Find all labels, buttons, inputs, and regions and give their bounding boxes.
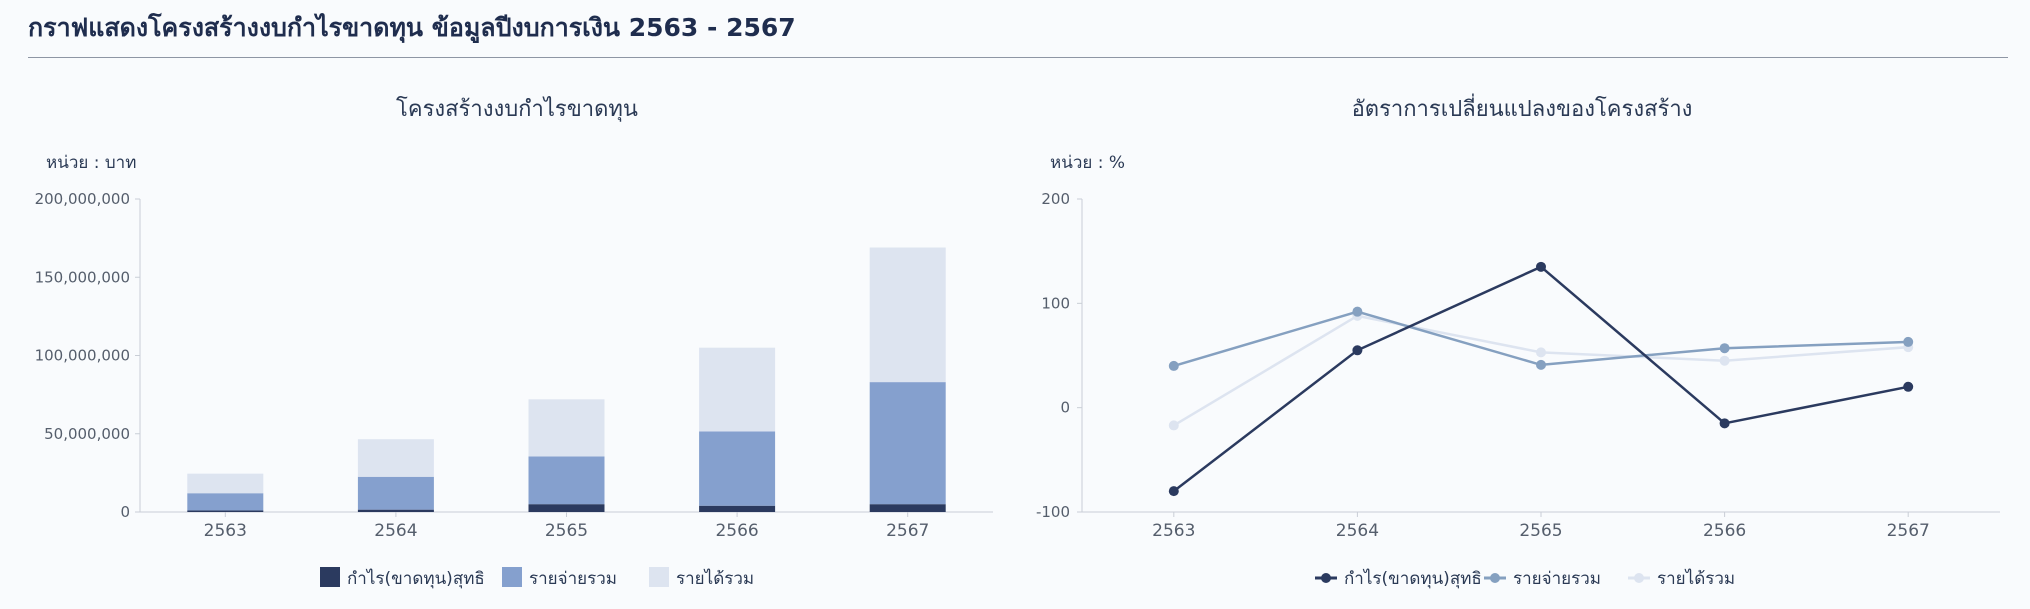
line-y-tick-label: -100 [1036,503,1070,521]
bar-legend-label: กำไร(ขาดทุน)สุทธิ [347,568,485,589]
line-point [1536,261,1546,272]
bar-y-tick-label: 200,000,000 [35,190,130,208]
line-point [1352,310,1363,321]
bar-legend-label: รายจ่ายรวม [529,569,617,589]
line-x-tick-label: 2563 [1152,521,1195,541]
line-x-tick-label: 2566 [1703,521,1746,541]
line-series [1173,310,1909,368]
line-point [1719,355,1730,366]
line-series [1173,314,1909,427]
line-x-tick-label: 2567 [1887,521,1930,541]
bar-segment [869,504,946,512]
bar-x-tick-label: 2563 [204,521,247,541]
bar-legend-swatch [320,567,340,587]
bar-y-tick-label: 150,000,000 [35,268,130,286]
bar-segment [357,476,434,510]
line-chart-unit-label: หน่วย : % [1050,153,1125,173]
line-point [1536,347,1546,358]
bar-segment [699,347,776,432]
line-legend-label: รายจ่ายรวม [1513,569,1601,589]
bar-y-tick-label: 100,000,000 [35,347,130,365]
bar-segment [187,493,264,511]
line-point [1168,360,1179,371]
line-chart-title: อัตราการเปลี่ยนแปลงของโครงสร้าง [1352,93,1693,122]
bar-segment [357,439,434,477]
line-legend-label: รายได้รวม [1657,568,1735,589]
bar-legend-swatch [502,567,522,587]
bar-chart-title: โครงสร้างงบกำไรขาดทุน [396,96,638,122]
bar-segment [528,504,605,512]
bar-segment [357,509,434,512]
line-point [1903,336,1914,347]
line-y-tick-label: 0 [1060,399,1070,417]
bar-x-tick-label: 2566 [715,521,758,541]
line-series [1173,265,1909,493]
line-legend-label: กำไร(ขาดทุน)สุทธิ [1344,568,1482,589]
bar-segment [187,510,264,512]
line-y-tick-label: 100 [1041,294,1070,312]
line-point [1168,420,1179,431]
bar-legend-label: รายได้รวม [676,568,754,589]
bar-chart-unit-label: หน่วย : บาท [46,153,136,173]
bar-y-tick-label: 0 [120,503,130,521]
line-point [1903,381,1914,392]
line-point [1903,342,1914,353]
line-x-tick-label: 2564 [1336,521,1379,541]
bar-segment [869,247,946,383]
line-point [1352,306,1363,317]
bar-segment [528,456,605,505]
line-point [1719,418,1730,429]
line-y-tick-label: 200 [1041,190,1070,208]
line-point [1168,486,1179,497]
line-legend-swatch-dot [1634,573,1644,583]
line-point [1352,345,1363,356]
bar-x-tick-label: 2567 [886,521,929,541]
title-divider [28,57,2008,58]
line-legend-swatch-dot [1321,573,1331,583]
bar-segment [699,505,776,512]
line-x-tick-label: 2565 [1519,521,1562,541]
line-legend-swatch-dot [1490,573,1500,583]
page-title: กราฟแสดงโครงสร้างงบกำไรขาดทุน ข้อมูลปีงบ… [28,13,796,42]
bar-chart: โครงสร้างงบกำไรขาดทุน หน่วย : บาท 0 50,00… [35,96,993,589]
bar-x-tick-label: 2564 [374,521,417,541]
line-point [1536,359,1546,370]
bar-segment [528,399,605,457]
bar-x-tick-label: 2565 [545,521,588,541]
bar-segment [869,382,946,505]
bar-segment [699,431,776,506]
bar-y-tick-label: 50,000,000 [44,425,130,443]
bar-segment [187,473,264,494]
bar-legend-swatch [649,567,669,587]
line-point [1719,343,1730,354]
